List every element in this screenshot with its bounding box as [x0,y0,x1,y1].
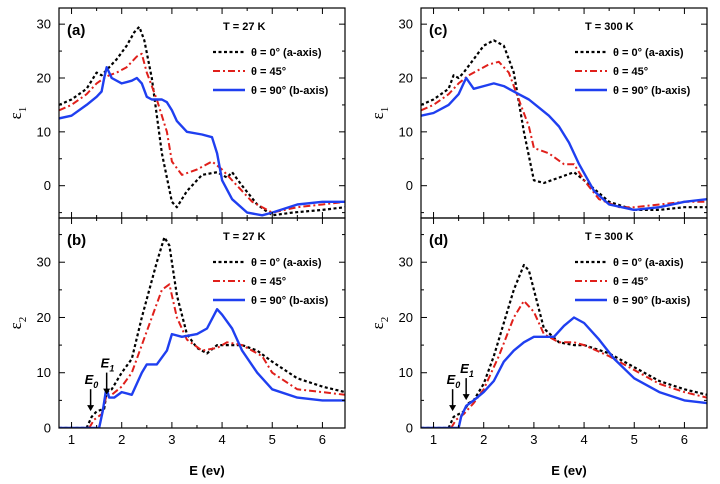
x-tick-label: 1 [430,432,437,447]
x-tick-label: 4 [580,432,587,447]
x-tick-label: 2 [480,432,487,447]
x-tick-label: 6 [681,432,688,447]
legend-entry-1: θ = 0° (a-axis) [613,47,684,59]
y-axis-label-subscript: 2 [379,317,391,323]
y-tick-label: 0 [406,421,413,436]
y-tick-label: 0 [406,178,413,193]
legend-entry-3: θ = 90° (b-axis) [251,295,329,307]
x-tick-label: 2 [118,432,125,447]
annotation-arrow-head [87,405,95,412]
temperature-label: T = 300 K [585,231,634,243]
y-tick-label: 20 [37,71,51,86]
annotation-label-letter: E [101,356,110,371]
plot-frame [58,7,346,219]
series-line-3 [421,316,707,428]
y-tick-label: 10 [37,124,51,139]
x-tick-label: 5 [269,432,276,447]
annotation-label-letter: E [460,361,469,376]
x-tick-label: 6 [319,432,326,447]
y-axis-label: ε1 [6,107,29,120]
legend-entry-1: θ = 0° (a-axis) [251,257,322,269]
panel-label: (a) [67,22,85,39]
panel-label: (c) [429,22,447,39]
y-tick-label: 10 [37,365,51,380]
legend-entry-3: θ = 90° (b-axis) [251,85,329,97]
plot-frame [420,217,708,429]
panel-c: 0 10 20 30 ε1 (c) T = 300 K θ = 0° (a-axis) θ = … [368,7,708,219]
x-tick-label: 3 [530,432,537,447]
annotation-label-subscript: 1 [469,369,474,379]
legend-entry-2: θ = 45° [613,66,648,78]
annotation-arrow-head [462,394,470,401]
panel-a: 0 10 20 30 ε1 (a) T = 27 K θ = 0° (a-axis) θ = 4… [6,7,346,219]
legend-entry-1: θ = 0° (a-axis) [251,47,322,59]
annotation-label-letter: E [85,372,94,387]
y-axis-label-symbol: ε [6,112,25,119]
y-axis-label-subscript: 2 [17,317,29,323]
legend-entry-3: θ = 90° (b-axis) [613,85,691,97]
plot-frame [420,7,708,219]
annotation-label-subscript: 0 [93,380,98,390]
y-axis-label-subscript: 1 [379,107,391,113]
series-line-1 [59,25,345,217]
series-line-3 [421,76,707,212]
y-tick-label: 30 [37,255,51,270]
y-tick-label: 0 [44,421,51,436]
annotation-label-1: E0 [85,372,99,390]
y-tick-label: 20 [37,310,51,325]
series-line-1 [421,263,707,428]
x-tick-label: 1 [68,432,75,447]
series-group [59,25,345,217]
y-axis-label: ε2 [368,317,391,330]
series-group [421,39,707,212]
legend-entry-3: θ = 90° (b-axis) [613,295,691,307]
panel-label: (b) [67,232,86,249]
y-tick-label: 10 [399,124,413,139]
temperature-label: T = 27 K [223,21,266,33]
x-axis-label-left: E (ev) [189,463,224,478]
x-tick-label: 5 [631,432,638,447]
y-axis-label-symbol: ε [368,322,387,329]
x-tick-label: 3 [168,432,175,447]
annotation-arrow-head [449,405,457,412]
y-axis-label-symbol: ε [368,112,387,119]
temperature-label: T = 300 K [585,21,634,33]
plot-frame [58,217,346,429]
y-tick-label: 30 [399,17,413,32]
y-axis-label: ε2 [6,317,29,330]
legend-entry-2: θ = 45° [613,276,648,288]
panel-label: (d) [429,232,448,249]
y-axis-label-subscript: 1 [17,107,29,113]
legend-entry-2: θ = 45° [251,276,286,288]
annotation-label-subscript: 1 [109,364,114,374]
x-tick-label: 4 [218,432,225,447]
series-line-1 [59,236,345,428]
y-tick-label: 20 [399,310,413,325]
y-tick-label: 0 [44,178,51,193]
series-group [421,263,707,428]
annotation-label-2: E1 [101,356,115,374]
temperature-label: T = 27 K [223,231,266,243]
legend-entry-2: θ = 45° [251,66,286,78]
annotation-label-letter: E [447,372,456,387]
series-line-2 [59,52,345,214]
y-tick-label: 20 [399,71,413,86]
series-line-3 [59,65,345,217]
annotation-arrow-head [103,388,111,395]
annotation-label-1: E0 [447,372,461,390]
annotation-label-2: E1 [460,361,474,379]
x-axis-label-right: E (ev) [551,463,586,478]
y-tick-label: 30 [399,255,413,270]
y-axis-label: ε1 [368,107,391,120]
y-axis-label-symbol: ε [6,322,25,329]
y-tick-label: 30 [37,17,51,32]
legend-entry-1: θ = 0° (a-axis) [613,257,684,269]
series-line-1 [421,39,707,211]
y-tick-label: 10 [399,365,413,380]
annotation-label-subscript: 0 [455,380,460,390]
